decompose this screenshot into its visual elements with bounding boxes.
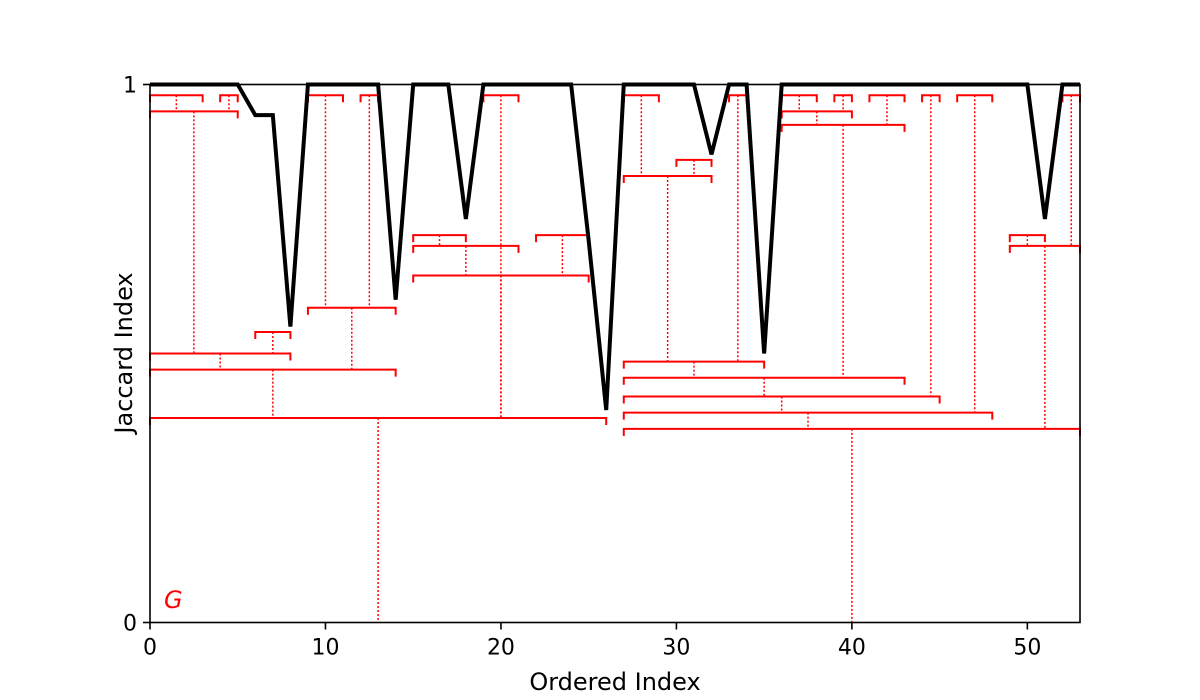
x-tick-label-40: 40 [838,636,866,661]
x-tick-label-10: 10 [311,636,339,661]
x-tick-label-20: 20 [487,636,515,661]
y-tick-label-0: 0 [123,612,137,637]
cluster-bracket-10 [412,244,520,253]
x-tick-label-0: 0 [143,636,157,661]
cluster-bracket-9 [412,234,467,243]
cluster-bracket-1 [219,94,239,103]
y-axis-ticks: 01 [123,74,150,637]
cluster-bracket-25 [622,376,906,385]
cluster-bracket-24 [780,123,906,132]
y-tick-label-1: 1 [123,74,137,99]
graph-annotation-label: G [164,586,183,614]
cluster-bracket-21 [833,94,853,103]
cluster-bracket-23 [868,94,906,103]
plot-frame [149,83,1081,624]
cluster-bracket-30 [1008,234,1046,243]
cluster-bracket-3 [254,330,292,339]
cluster-bracket-19 [622,360,766,369]
cluster-bracket-17 [622,174,713,183]
cluster-bracket-7 [306,306,397,315]
cluster-bracket-29 [622,411,994,420]
x-tick-label-30: 30 [662,636,690,661]
x-tick-label-50: 50 [1013,636,1041,661]
cluster-bracket-27 [622,395,941,404]
x-axis-label: Ordered Index [529,668,700,696]
y-axis-label: Jaccard Index [110,272,138,435]
cluster-bracket-28 [956,94,994,103]
x-axis-ticks: 0 10 20 30 40 50 [143,622,1041,661]
cluster-brackets [149,94,1081,623]
cluster-bracket-26 [921,94,941,103]
cluster-bracket-16 [675,158,713,167]
